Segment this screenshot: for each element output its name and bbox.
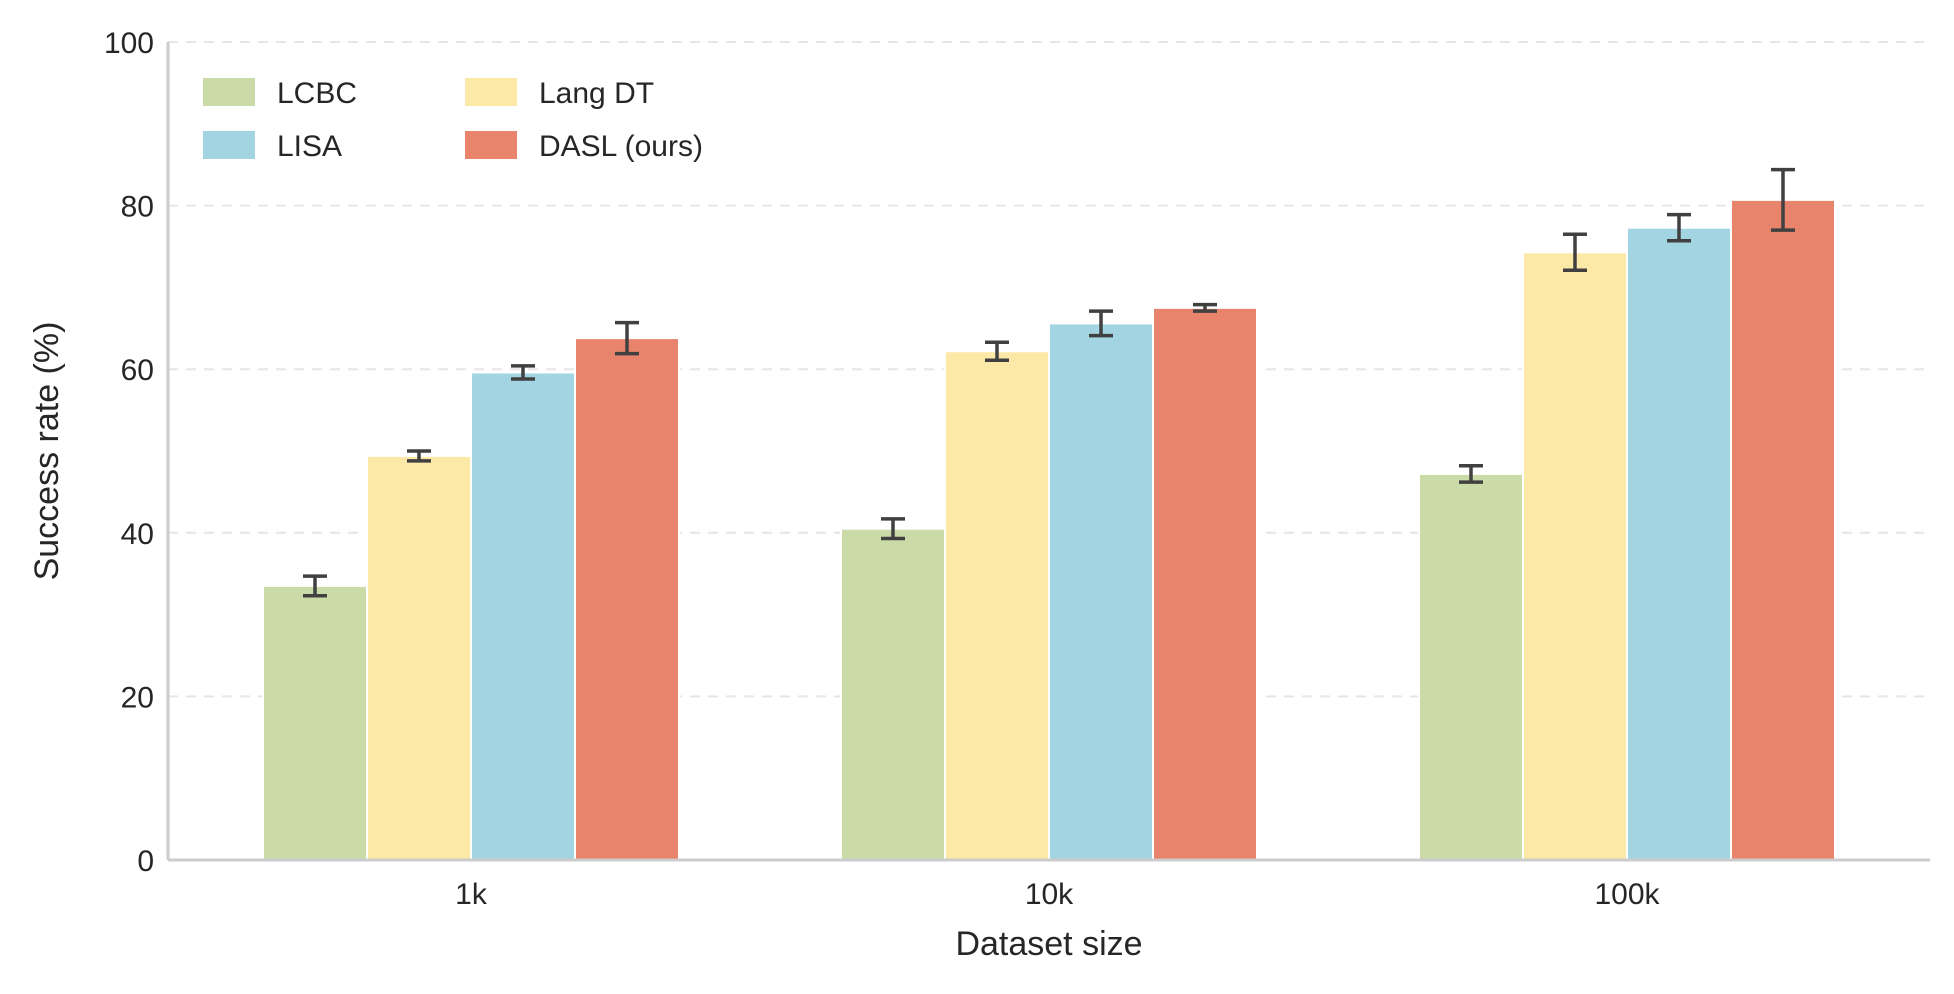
legend-item: Lang DT — [465, 77, 654, 110]
bar-lcbc-100k — [1418, 472, 1524, 861]
bar-lisa-100k — [1626, 226, 1732, 862]
legend-label: Lang DT — [539, 77, 654, 110]
bar-lisa-1k — [470, 371, 576, 861]
error-bar — [1089, 309, 1113, 338]
bar-lisa-10k — [1048, 322, 1154, 861]
x-tick-labels: 1k 10k 100k — [455, 878, 1660, 911]
error-bar — [881, 517, 905, 541]
bar-lang-dt-10k — [944, 350, 1050, 861]
error-bars — [303, 167, 1795, 598]
bar-lang-dt-100k — [1522, 251, 1628, 861]
legend-swatch — [203, 78, 255, 106]
x-axis-label: Dataset size — [955, 925, 1142, 963]
y-tick-label: 20 — [121, 681, 154, 714]
error-bar — [985, 340, 1009, 362]
bar-dasl-ours-10k — [1152, 306, 1258, 862]
bar-lang-dt-1k — [366, 454, 472, 861]
x-tick-label: 10k — [1025, 878, 1074, 911]
legend-swatch — [203, 131, 255, 159]
error-bar — [615, 320, 639, 356]
y-axis-label: Success rate (%) — [28, 322, 66, 581]
error-bar — [1771, 167, 1795, 232]
axes — [166, 42, 1930, 862]
legend-swatch — [465, 78, 517, 106]
legend-item: LCBC — [203, 77, 357, 110]
y-tick-label: 80 — [121, 191, 154, 224]
error-bar — [1193, 302, 1217, 313]
bar-lcbc-10k — [840, 527, 946, 862]
error-bar — [407, 449, 431, 463]
error-bar — [1667, 212, 1691, 243]
y-tick-label: 60 — [121, 354, 154, 387]
y-tick-labels: 0 20 40 60 80 100 — [104, 27, 154, 878]
bar-lcbc-1k — [262, 584, 368, 861]
legend-label: LISA — [277, 130, 342, 163]
legend-label: LCBC — [277, 77, 357, 110]
y-tick-label: 40 — [121, 518, 154, 551]
legend: LCBC Lang DT LISA DASL (ours) — [203, 77, 703, 163]
x-tick-label: 1k — [455, 878, 488, 911]
legend-swatch — [465, 131, 517, 159]
bar-dasl-ours-100k — [1730, 198, 1836, 861]
y-tick-label: 0 — [137, 845, 154, 878]
error-bar — [1459, 463, 1483, 484]
legend-item: DASL (ours) — [465, 130, 703, 163]
bar-dasl-ours-1k — [574, 337, 680, 861]
error-bar — [511, 364, 535, 381]
error-bar — [1563, 232, 1587, 272]
legend-item: LISA — [203, 130, 342, 163]
error-bar — [303, 574, 327, 598]
y-tick-label: 100 — [104, 27, 154, 60]
legend-label: DASL (ours) — [539, 130, 703, 163]
bars — [262, 198, 1836, 862]
x-tick-label: 100k — [1594, 878, 1660, 911]
